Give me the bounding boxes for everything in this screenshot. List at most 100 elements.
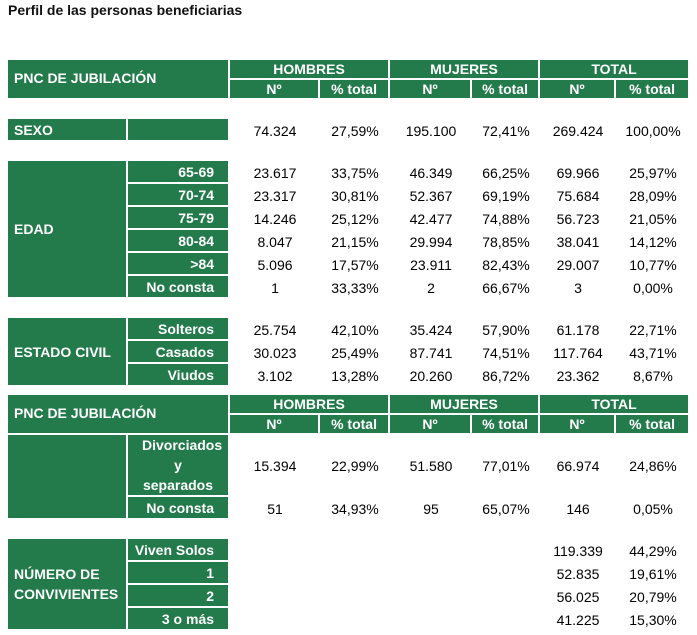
data-cell: [390, 585, 472, 608]
table: PNC DE JUBILACIÓN HOMBRES MUJERES TOTAL Nº% …: [8, 60, 691, 387]
row-label: 1: [128, 562, 231, 585]
data-row: 2 56.025 20,79%: [8, 585, 690, 608]
data-row: SEXO 74.324 27,59% 195.100 72,41% 269.424 100,…: [8, 119, 690, 142]
data-cell: 44,29%: [629, 542, 677, 559]
data-cell: 65,07%: [482, 500, 530, 517]
column-header: Nº: [390, 415, 473, 435]
data-cell: 117.764: [553, 344, 603, 361]
data-row: NÚMERO DE CONVIVIENTES Viven Solos 119.339…: [8, 539, 690, 631]
spacer-cell: [8, 100, 690, 119]
row-label: 3 o más: [128, 608, 231, 631]
page-title: Perfil de las personas beneficiarias: [8, 2, 243, 18]
data-cell: [320, 539, 390, 562]
data-row: Casados 30.023 25,49% 87.741 74,51% 117.764 43…: [8, 341, 690, 364]
data-cell: 28,09%: [629, 187, 677, 204]
data-cell: 30,81%: [331, 187, 379, 204]
row-label: No consta: [128, 276, 231, 299]
data-row: No consta 51 34,93% 95 65,07% 146 0,05%: [8, 497, 690, 520]
data-cell: 23.911: [410, 256, 452, 273]
spacer-cell: [8, 299, 690, 318]
data-cell: 66,25%: [482, 164, 530, 181]
row-label: [128, 119, 231, 142]
data-cell: 29.007: [556, 256, 600, 273]
row-label: Viudos: [128, 364, 231, 387]
section-label: ESTADO CIVIL: [8, 318, 128, 387]
header-row: Nº% total Nº% total Nº% total: [8, 415, 691, 435]
data-cell: 2: [427, 279, 435, 296]
data-cell: 13,28%: [331, 367, 379, 384]
data-cell: 69.966: [556, 164, 600, 181]
section-label: SEXO: [8, 119, 128, 142]
table-body: PNC DE JUBILACIÓN HOMBRES MUJERES TOTAL Nº% …: [8, 60, 691, 387]
section-label: NÚMERO DE CONVIVIENTES: [8, 539, 128, 631]
column-header: % total: [616, 80, 691, 100]
row-label: 75-79: [128, 207, 231, 230]
data-cell: 0,05%: [633, 500, 673, 517]
data-cell: 15.394: [253, 458, 297, 474]
column-header: Nº: [230, 415, 321, 435]
data-cell: [472, 539, 540, 562]
group-header: MUJERES: [390, 395, 541, 415]
data-cell: 25.754: [253, 321, 297, 338]
data-cell: 29.994: [409, 233, 453, 250]
column-header: % total: [320, 415, 391, 435]
data-cell: 30.023: [253, 344, 297, 361]
data-cell: 86,72%: [482, 367, 530, 384]
data-cell: 25,97%: [629, 164, 677, 181]
data-cell: 119.339: [553, 542, 603, 559]
spacer: [8, 142, 690, 161]
data-cell: 269.424: [552, 122, 604, 139]
data-row: 1 52.835 19,61%: [8, 562, 690, 585]
column-header: % total: [320, 80, 391, 100]
data-cell: 69,19%: [482, 187, 530, 204]
data-cell: [472, 608, 540, 631]
data-cell: 42.477: [409, 210, 453, 227]
data-cell: [320, 585, 390, 608]
data-cell: 23.362: [556, 367, 600, 384]
data-cell: 46.349: [409, 164, 453, 181]
header-row: PNC DE JUBILACIÓN HOMBRES MUJERES TOTAL: [8, 60, 691, 100]
data-cell: 56.025: [556, 588, 600, 605]
data-cell: 35.424: [409, 321, 453, 338]
data-cell: 27,59%: [331, 122, 379, 139]
data-cell: 3: [574, 279, 582, 296]
data-cell: 8.047: [257, 233, 293, 250]
data-cell: 33,75%: [331, 164, 379, 181]
column-header: Nº: [230, 80, 321, 100]
spacer-cell: [8, 520, 690, 539]
column-header: Nº: [390, 80, 473, 100]
data-cell: 51.580: [409, 458, 453, 474]
row-label: No consta: [128, 497, 231, 520]
group-header: HOMBRES: [230, 60, 391, 80]
data-cell: 17,57%: [331, 256, 379, 273]
header-row: PNC DE JUBILACIÓN HOMBRES MUJERES TOTAL: [8, 395, 691, 435]
data-cell: 24,86%: [629, 458, 677, 474]
data-cell: 20.260: [409, 367, 453, 384]
data-cell: 8,67%: [633, 367, 673, 384]
row-label: 80-84: [128, 230, 231, 253]
data-cell: 21,15%: [331, 233, 379, 250]
data-cell: [390, 608, 472, 631]
data-cell: 14,12%: [629, 233, 677, 250]
data-cell: 38.041: [556, 233, 600, 250]
data-cell: 78,85%: [482, 233, 530, 250]
data-cell: 74.324: [253, 122, 297, 139]
data-cell: 42,10%: [331, 321, 379, 338]
row-label: 70-74: [128, 184, 231, 207]
data-cell: 34,93%: [331, 500, 379, 517]
row-label: Casados: [128, 341, 231, 364]
spacer: [8, 100, 690, 119]
data-cell: 19,61%: [629, 565, 677, 582]
data-row: No consta 1 33,33% 2 66,67% 3 0,00%: [8, 276, 690, 299]
data-cell: [390, 539, 472, 562]
data-cell: [230, 539, 320, 562]
data-cell: 77,01%: [482, 458, 530, 474]
data-row: EDAD 65-69 23.617 33,75% 46.349 66,25% 69.966 2…: [8, 161, 690, 299]
data-cell: 22,99%: [331, 458, 379, 474]
data-cell: 3.102: [257, 367, 293, 384]
data-row: >84 5.096 17,57% 23.911 82,43% 29.007 10,77%: [8, 253, 690, 276]
data-cell: 61.178: [556, 321, 600, 338]
column-header: % total: [616, 415, 691, 435]
data-cell: 95: [423, 500, 439, 517]
